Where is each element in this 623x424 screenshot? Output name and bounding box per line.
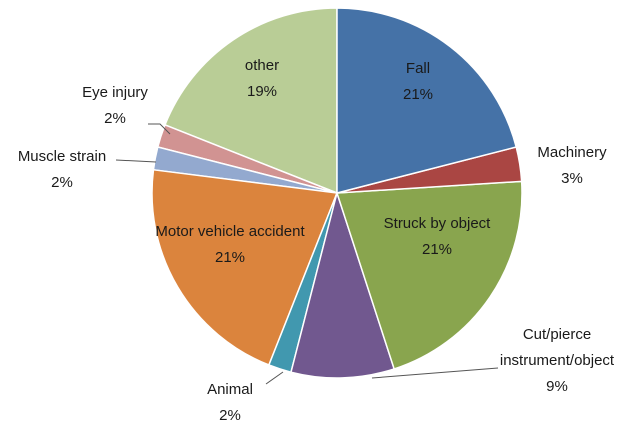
- value-label: 2%: [104, 110, 126, 127]
- category-name: Machinery: [537, 144, 607, 161]
- slice-label: Animal 2%: [190, 377, 270, 424]
- slice-label: Fall 21%: [378, 56, 458, 108]
- category-name: Motor vehicle accident: [155, 223, 305, 240]
- pie-slice: [290, 190, 396, 379]
- leader-line: [148, 123, 171, 135]
- slice-label: other 19%: [222, 53, 302, 105]
- value-label: 19%: [246, 83, 278, 100]
- slice-label: Eye injury 2%: [60, 80, 170, 132]
- category-name: Cut/pierce instrument/object: [499, 326, 615, 369]
- value-label: 3%: [561, 170, 583, 187]
- leader-line: [371, 367, 499, 379]
- value-label: 21%: [214, 249, 246, 266]
- category-name: Fall: [405, 60, 431, 77]
- category-name: Eye injury: [82, 84, 148, 101]
- value-label: 21%: [421, 241, 453, 258]
- leader-line: [115, 159, 157, 163]
- slice-label: Struck by object 21%: [357, 211, 517, 263]
- slice-label: Machinery 3%: [522, 140, 622, 192]
- value-label: 2%: [219, 407, 241, 424]
- value-label: 21%: [402, 86, 434, 103]
- category-name: Animal: [207, 381, 253, 398]
- value-label: 2%: [51, 174, 73, 191]
- category-name: other: [244, 57, 280, 74]
- pie-slice: [336, 7, 518, 194]
- category-name: Struck by object: [383, 215, 491, 232]
- slice-label: Motor vehicle accident 21%: [155, 219, 305, 271]
- value-label: 9%: [546, 378, 568, 395]
- pie-slice: [335, 180, 523, 370]
- slice-label: Cut/pierce instrument/object 9%: [497, 322, 617, 400]
- category-name: Muscle strain: [17, 148, 107, 165]
- pie-slice: [164, 7, 338, 195]
- slice-label: Muscle strain 2%: [0, 144, 127, 196]
- pie-slice: [151, 168, 339, 366]
- leader-line: [265, 371, 284, 385]
